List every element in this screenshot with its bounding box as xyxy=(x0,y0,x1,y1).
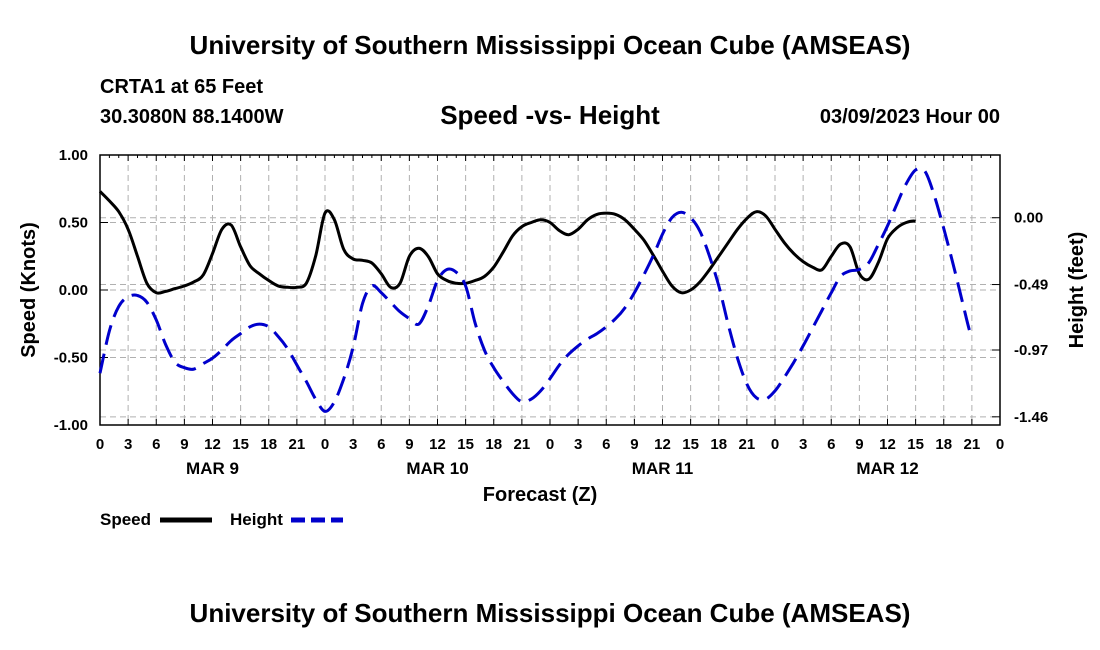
x-tick-label: 6 xyxy=(827,436,835,453)
y-tick-label-right: 0.00 xyxy=(1014,210,1043,227)
x-tick-label: 18 xyxy=(710,436,727,453)
x-tick-label: 6 xyxy=(152,436,160,453)
x-tick-label: 15 xyxy=(907,436,924,453)
y-tick-label-right: -0.49 xyxy=(1014,277,1048,294)
x-tick-label: 12 xyxy=(654,436,671,453)
x-tick-label: 18 xyxy=(485,436,502,453)
x-tick-label: 3 xyxy=(799,436,807,453)
data-series xyxy=(98,166,974,413)
x-tick-label: 6 xyxy=(602,436,610,453)
axis-labels: 0 3 6 9 12 15 18 21 0 3 6 9 12 15 18 21 0 3 6 9 12 15 18 21 0 3 6 9… xyxy=(54,147,1048,478)
x-tick-label: 9 xyxy=(630,436,638,453)
x-tick-label: 3 xyxy=(574,436,582,453)
x-tick-label: 21 xyxy=(739,436,756,453)
chart-subtitle: Speed -vs- Height xyxy=(440,100,660,130)
legend-speed-label: Speed xyxy=(100,510,151,529)
x-tick-label: 0 xyxy=(96,436,104,453)
x-tick-label: 18 xyxy=(260,436,277,453)
series-line-speed xyxy=(98,190,916,295)
axis-ticks xyxy=(99,154,1001,426)
grid-lines xyxy=(100,155,1000,425)
x-tick-label: 15 xyxy=(232,436,249,453)
x-tick-label: 12 xyxy=(204,436,221,453)
day-label: MAR 12 xyxy=(856,459,918,478)
x-tick-label: 12 xyxy=(879,436,896,453)
y-tick-label-left: -0.50 xyxy=(54,350,88,367)
x-tick-label: 21 xyxy=(514,436,531,453)
coordinates-label: 30.3080N 88.1400W xyxy=(100,106,284,128)
day-label: MAR 10 xyxy=(406,459,468,478)
x-tick-label: 9 xyxy=(855,436,863,453)
y-tick-label-left: 0.50 xyxy=(59,215,88,232)
right-axis-label: Height (feet) xyxy=(1066,232,1088,349)
chart-legend: Speed Height xyxy=(100,510,343,529)
y-tick-label-right: -1.46 xyxy=(1014,409,1048,426)
chart-title: University of Southern Mississippi Ocean… xyxy=(189,30,911,60)
x-tick-label: 0 xyxy=(321,436,329,453)
station-label: CRTA1 at 65 Feet xyxy=(100,76,264,98)
forecast-timestamp: 03/09/2023 Hour 00 xyxy=(819,106,1000,128)
y-tick-label-right: -0.97 xyxy=(1014,342,1048,359)
left-axis-label: Speed (Knots) xyxy=(18,222,40,358)
x-tick-label: 12 xyxy=(429,436,446,453)
x-tick-label: 6 xyxy=(377,436,385,453)
day-label: MAR 9 xyxy=(186,459,239,478)
legend-height-label: Height xyxy=(230,510,283,529)
x-tick-label: 3 xyxy=(124,436,132,453)
x-tick-label: 0 xyxy=(771,436,779,453)
x-tick-label: 21 xyxy=(964,436,981,453)
x-tick-label: 9 xyxy=(180,436,188,453)
x-axis-label: Forecast (Z) xyxy=(483,484,597,506)
x-tick-label: 3 xyxy=(349,436,357,453)
x-tick-label: 18 xyxy=(935,436,952,453)
x-tick-label: 15 xyxy=(682,436,699,453)
x-tick-label: 0 xyxy=(546,436,554,453)
series-line-height xyxy=(98,166,974,413)
y-tick-label-left: 1.00 xyxy=(59,147,88,164)
y-tick-label-left: -1.00 xyxy=(54,417,88,434)
y-tick-label-left: 0.00 xyxy=(59,282,88,299)
x-tick-label: 15 xyxy=(457,436,474,453)
x-tick-label: 9 xyxy=(405,436,413,453)
footer-title: University of Southern Mississippi Ocean… xyxy=(189,598,911,628)
day-label: MAR 11 xyxy=(632,459,693,478)
x-tick-label: 0 xyxy=(996,436,1004,453)
x-tick-label: 21 xyxy=(289,436,306,453)
